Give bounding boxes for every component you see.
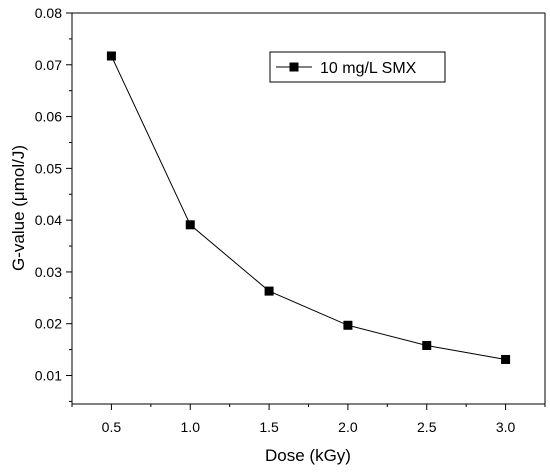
data-point [185, 220, 195, 230]
y-tick-label: 0.07 [35, 57, 62, 73]
y-tick-label: 0.02 [35, 316, 62, 332]
data-point [106, 51, 116, 61]
x-axis-title: Dose (kGy) [265, 446, 351, 465]
y-tick-label: 0.01 [35, 368, 62, 384]
y-tick-label: 0.08 [35, 5, 62, 21]
x-tick-label: 1.0 [181, 419, 201, 435]
y-tick-label: 0.06 [35, 109, 62, 125]
x-tick-label: 2.5 [417, 419, 437, 435]
x-ticks: 0.5 1.0 1.5 2.0 2.5 3.0 [71, 404, 546, 435]
y-tick-label: 0.03 [35, 264, 62, 280]
data-point [501, 354, 511, 364]
x-tick-label: 0.5 [102, 419, 122, 435]
legend: 10 mg/L SMX [269, 51, 446, 83]
legend-marker [289, 62, 299, 72]
x-tick-label: 2.0 [338, 419, 358, 435]
data-point [343, 320, 353, 330]
y-tick-label: 0.04 [35, 212, 62, 228]
y-axis-title: G-value (μmol/J) [9, 145, 28, 271]
legend-label: 10 mg/L SMX [320, 60, 417, 77]
x-tick-label: 1.5 [259, 419, 279, 435]
data-point [422, 340, 432, 350]
y-ticks: 0.01 0.02 0.03 0.04 0.05 0.06 0.07 0.08 [35, 5, 72, 402]
x-tick-label: 3.0 [496, 419, 516, 435]
data-point [264, 286, 274, 296]
y-tick-label: 0.05 [35, 160, 62, 176]
series-line [110, 55, 506, 360]
series-layer [106, 51, 511, 364]
